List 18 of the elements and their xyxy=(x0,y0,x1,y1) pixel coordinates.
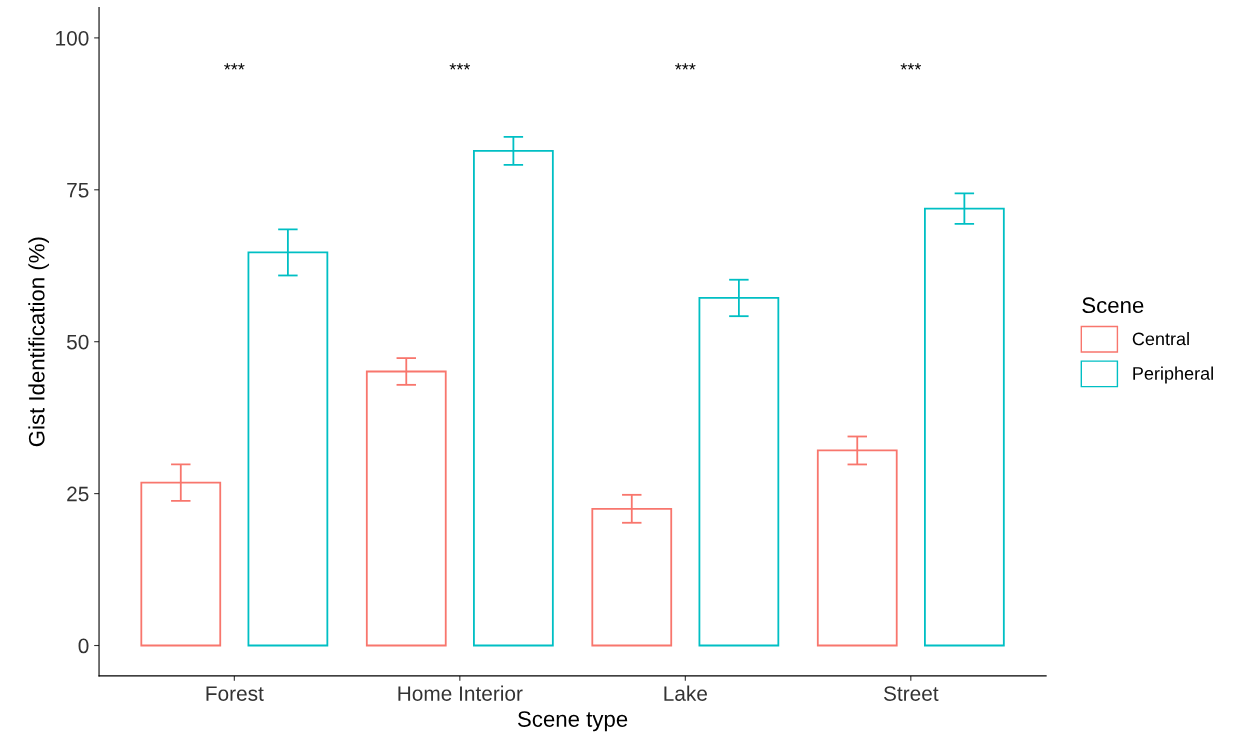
y-tick-label: 25 xyxy=(67,486,89,502)
annotation: *** xyxy=(675,63,696,70)
legend-title: Scene xyxy=(1082,297,1144,314)
x-tick-label: Street xyxy=(883,686,939,701)
annotation: *** xyxy=(224,63,245,70)
y-tick-label: 75 xyxy=(67,183,89,198)
annotation: *** xyxy=(449,63,471,70)
annotation: *** xyxy=(900,63,922,70)
legend-label: Central xyxy=(1132,332,1189,346)
y-tick-label: 50 xyxy=(66,334,89,350)
y-tick-label: 100 xyxy=(56,30,89,46)
y-tick-label: 0 xyxy=(78,638,89,654)
x-tick-label: Lake xyxy=(664,685,707,701)
legend-label: Peripheral xyxy=(1133,366,1213,384)
x-tick-label: Forest xyxy=(206,686,264,701)
y-axis-title: Gist Identification (%) xyxy=(28,237,49,447)
x-axis-title: Scene type xyxy=(518,711,628,732)
x-tick-label: Home Interior xyxy=(398,685,523,701)
